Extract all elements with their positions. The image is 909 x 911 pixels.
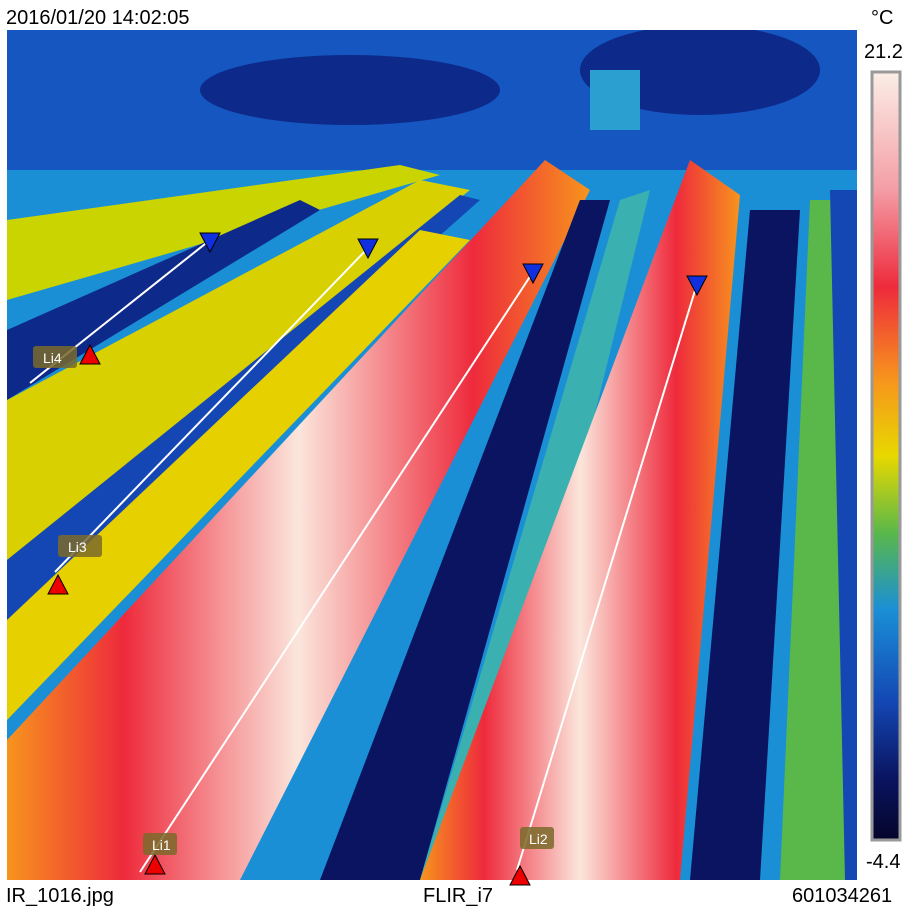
camera-model: FLIR_i7	[423, 885, 494, 907]
line-label: Li3	[68, 539, 87, 555]
line-label: Li1	[152, 837, 171, 853]
color-scale	[870, 70, 902, 842]
file-name: IR_1016.jpg	[6, 885, 114, 907]
line-labels: Li1 Li2 Li3 Li4	[33, 346, 554, 855]
line-label: Li2	[529, 831, 548, 847]
unit: °C	[871, 7, 894, 29]
end-markers	[199, 232, 708, 297]
scale-max: 21.2	[864, 41, 903, 63]
start-markers	[47, 343, 531, 886]
serial-number: 601034261	[792, 885, 893, 907]
scale-min: -4.4	[866, 851, 901, 873]
line-label: Li4	[43, 350, 62, 366]
timestamp: 2016/01/20 14:02:05	[6, 7, 190, 29]
